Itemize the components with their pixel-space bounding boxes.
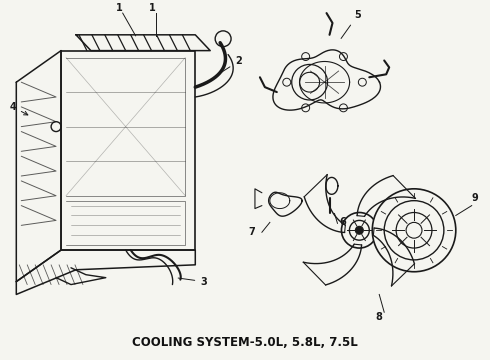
Text: 7: 7 xyxy=(248,227,255,237)
Circle shape xyxy=(300,72,319,92)
Circle shape xyxy=(302,53,310,60)
Circle shape xyxy=(342,212,377,248)
Circle shape xyxy=(384,201,444,260)
Circle shape xyxy=(302,104,310,112)
Circle shape xyxy=(340,104,347,112)
Circle shape xyxy=(396,212,432,248)
Circle shape xyxy=(355,226,363,234)
Text: 6: 6 xyxy=(340,217,346,228)
Text: 1: 1 xyxy=(149,3,156,13)
Text: 2: 2 xyxy=(220,57,242,73)
Text: 8: 8 xyxy=(376,312,383,322)
Text: 9: 9 xyxy=(472,193,478,203)
Circle shape xyxy=(215,31,231,47)
Circle shape xyxy=(292,64,327,100)
Text: 1: 1 xyxy=(116,3,123,13)
Circle shape xyxy=(358,78,367,86)
Circle shape xyxy=(340,53,347,60)
Text: 3: 3 xyxy=(178,276,207,287)
Circle shape xyxy=(372,189,456,272)
Text: 5: 5 xyxy=(341,10,361,39)
Circle shape xyxy=(283,78,291,86)
Text: COOLING SYSTEM-5.0L, 5.8L, 7.5L: COOLING SYSTEM-5.0L, 5.8L, 7.5L xyxy=(132,336,358,349)
Circle shape xyxy=(349,220,369,240)
Text: 4: 4 xyxy=(9,102,28,115)
Circle shape xyxy=(51,122,61,131)
Circle shape xyxy=(406,222,422,238)
